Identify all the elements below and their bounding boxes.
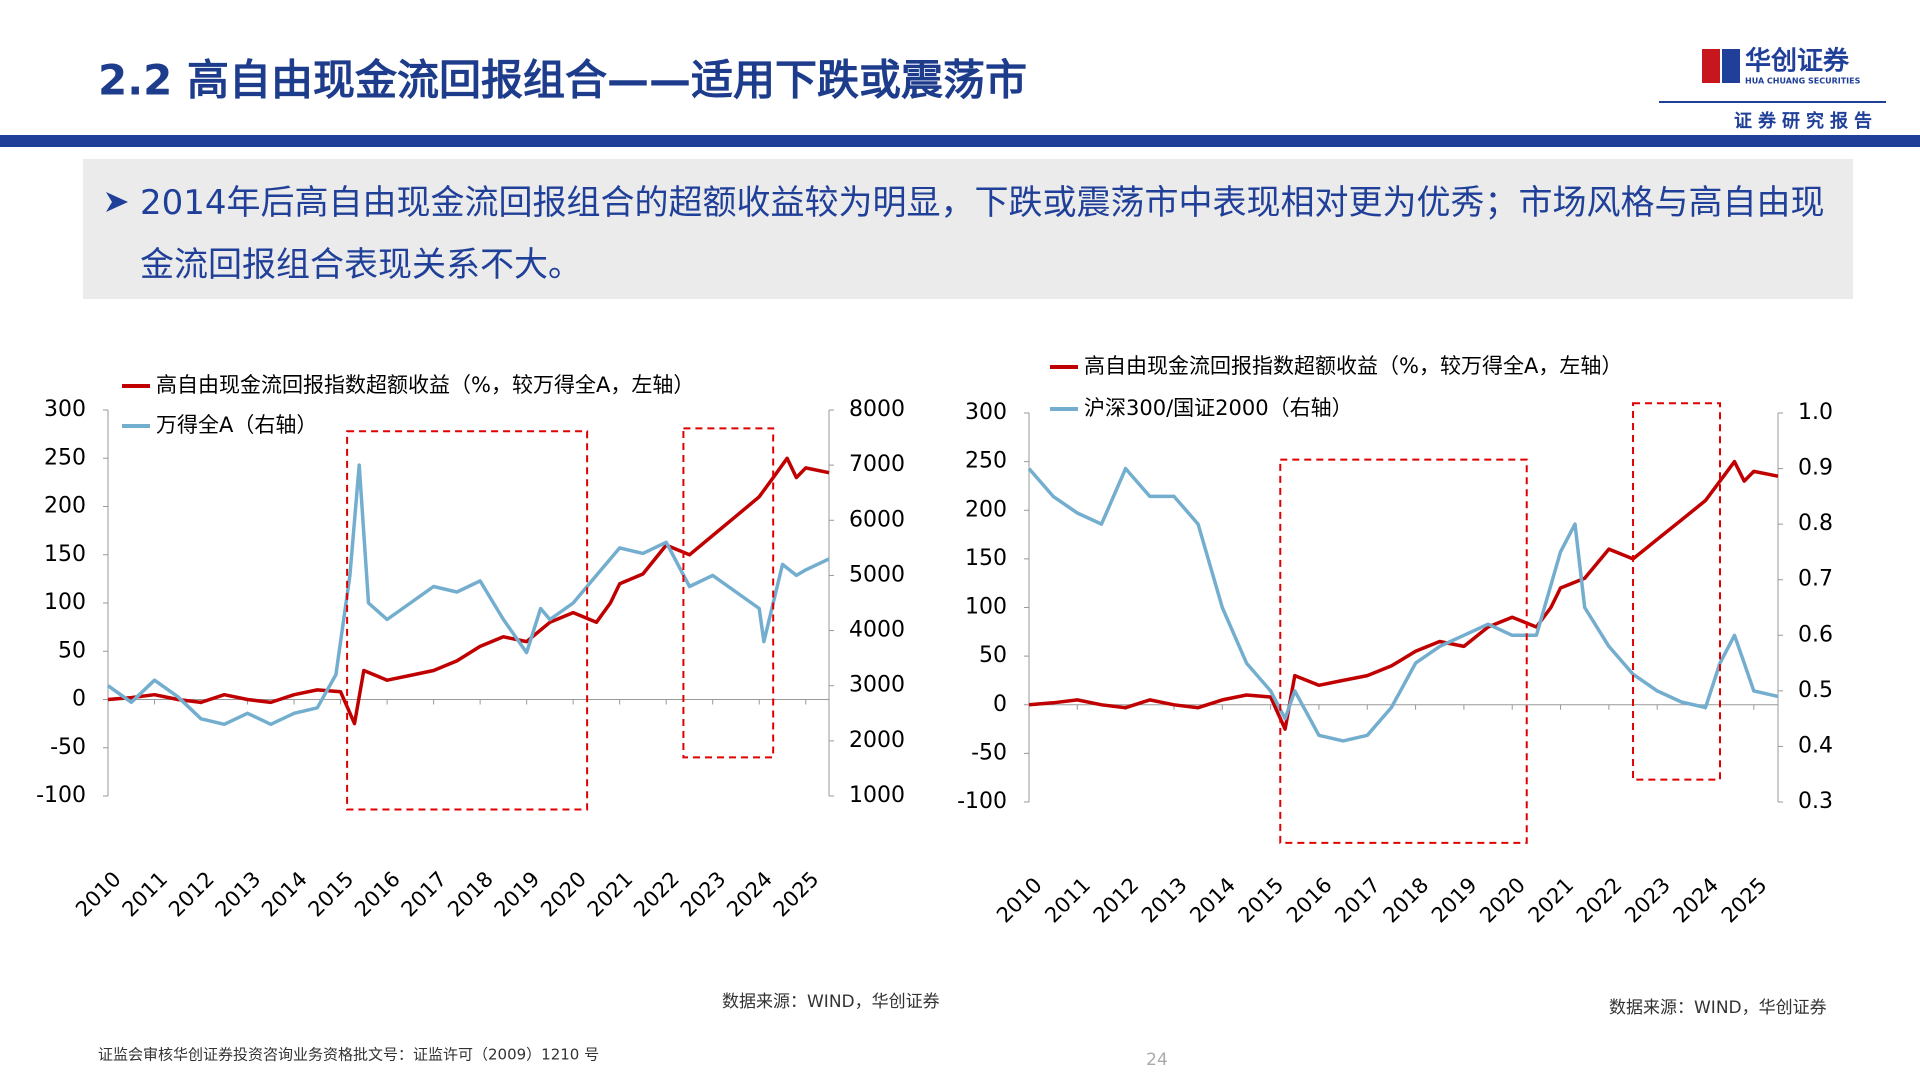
x-tick-label: 2013 (1137, 873, 1192, 928)
y-tick-label: 150 (965, 546, 1007, 571)
page-number: 24 (1146, 1050, 1168, 1070)
x-tick-label: 2011 (1040, 873, 1095, 928)
series-line (106, 463, 830, 727)
y2-tick-label: 0.4 (1798, 733, 1833, 758)
series-line (1028, 459, 1779, 731)
x-tick-label: 2015 (1234, 873, 1289, 928)
x-tick-label: 2023 (1620, 873, 1675, 928)
logo-mark (1722, 49, 1740, 83)
x-tick-label: 2015 (304, 867, 359, 922)
x-tick-label: 2012 (164, 867, 219, 922)
y-tick-label: 150 (44, 542, 86, 567)
legend-label: 高自由现金流回报指数超额收益（%，较万得全A，左轴） (1084, 354, 1622, 378)
legend-label: 沪深300/国证2000（右轴） (1084, 396, 1353, 420)
legend-label: 高自由现金流回报指数超额收益（%，较万得全A，左轴） (156, 373, 694, 397)
y2-tick-label: 0.3 (1798, 789, 1833, 814)
bullet-box (83, 159, 1853, 299)
x-tick-label: 2011 (118, 867, 173, 922)
y2-tick-label: 8000 (849, 397, 905, 422)
highlight-box (1279, 458, 1528, 844)
y2-tick-label: 0.8 (1798, 511, 1833, 536)
highlight-box (346, 430, 589, 811)
source-note: 数据来源：WIND，华创证券 (722, 992, 940, 1012)
bullet-text: 2014年后高自由现金流回报组合的超额收益较为明显，下跌或震荡市中表现相对更为优… (140, 183, 1825, 285)
y2-tick-label: 1.0 (1798, 400, 1833, 425)
y2-tick-label: 3000 (849, 673, 905, 698)
x-tick-label: 2016 (1282, 873, 1337, 928)
x-tick-label: 2021 (583, 867, 638, 922)
y-tick-label: 300 (44, 397, 86, 422)
x-tick-label: 2022 (629, 867, 684, 922)
legend-label: 万得全A（右轴） (156, 413, 317, 437)
x-tick-label: 2020 (1475, 873, 1530, 928)
footer-note: 证监会审核华创证券投资咨询业务资格批文号：证监许可（2009）1210 号 (98, 1046, 599, 1064)
slide-title: 2.2 高自由现金流回报组合——适用下跌或震荡市 (98, 56, 1027, 105)
logo-name: 华创证券 (1745, 46, 1850, 77)
y2-tick-label: 1000 (849, 783, 905, 808)
x-tick-label: 2013 (211, 867, 266, 922)
x-tick-label: 2010 (71, 867, 126, 922)
y-tick-label: 200 (44, 494, 86, 519)
x-tick-label: 2017 (397, 867, 452, 922)
x-tick-label: 2025 (1717, 873, 1772, 928)
y2-tick-label: 0.7 (1798, 567, 1833, 592)
x-tick-label: 2019 (1427, 873, 1482, 928)
y2-tick-label: 0.5 (1798, 678, 1833, 703)
y-tick-label: 250 (965, 449, 1007, 474)
x-tick-label: 2012 (1089, 873, 1144, 928)
y-tick-label: 200 (965, 497, 1007, 522)
y2-tick-label: 7000 (849, 452, 905, 477)
x-tick-label: 2022 (1572, 873, 1627, 928)
highlight-box (1632, 402, 1722, 781)
logo-mark (1702, 49, 1720, 83)
x-tick-label: 2023 (676, 867, 731, 922)
y-tick-label: 250 (44, 445, 86, 470)
y-tick-label: 100 (965, 595, 1007, 620)
series-line (107, 456, 830, 726)
y2-tick-label: 2000 (849, 728, 905, 753)
y2-tick-label: 0.6 (1798, 622, 1833, 647)
y2-tick-label: 0.9 (1798, 456, 1833, 481)
y-tick-label: -100 (36, 783, 86, 808)
y-tick-label: -50 (971, 740, 1007, 765)
highlight-box (682, 427, 775, 759)
y2-tick-label: 6000 (849, 507, 905, 532)
x-tick-label: 2024 (722, 867, 777, 922)
x-tick-label: 2020 (536, 867, 591, 922)
y-tick-label: 50 (979, 643, 1007, 668)
bullet-arrow (106, 192, 128, 212)
report-tag: 证券研究报告 (1734, 110, 1878, 132)
source-note: 数据来源：WIND，华创证券 (1609, 998, 1827, 1018)
series-line (1027, 466, 1779, 743)
y2-tick-label: 5000 (849, 562, 905, 587)
x-tick-label: 2016 (350, 867, 405, 922)
x-tick-label: 2017 (1330, 873, 1385, 928)
y2-tick-label: 4000 (849, 618, 905, 643)
y-tick-label: 300 (965, 400, 1007, 425)
y-tick-label: -100 (957, 789, 1007, 814)
y-tick-label: -50 (50, 735, 86, 760)
y-tick-label: 100 (44, 590, 86, 615)
x-tick-label: 2021 (1524, 873, 1579, 928)
x-tick-label: 2014 (257, 867, 312, 922)
x-tick-label: 2024 (1669, 873, 1724, 928)
x-tick-label: 2025 (769, 867, 824, 922)
x-tick-label: 2010 (992, 873, 1047, 928)
y-tick-label: 0 (72, 687, 86, 712)
x-tick-label: 2018 (443, 867, 498, 922)
x-tick-label: 2014 (1185, 873, 1240, 928)
header-band (0, 135, 1920, 147)
y-tick-label: 50 (58, 638, 86, 663)
y-tick-label: 0 (993, 692, 1007, 717)
x-tick-label: 2019 (490, 867, 545, 922)
logo-subname: HUA CHUANG SECURITIES (1745, 77, 1861, 86)
x-tick-label: 2018 (1379, 873, 1434, 928)
